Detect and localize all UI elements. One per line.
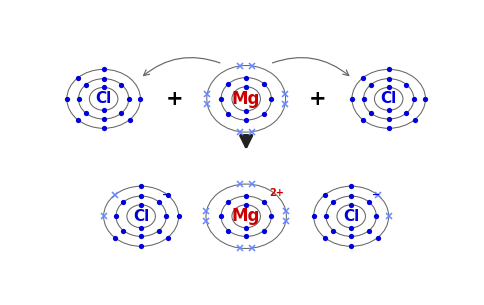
Text: Cl: Cl: [343, 209, 359, 224]
Text: Mg: Mg: [232, 207, 260, 225]
Text: Cl: Cl: [380, 91, 397, 106]
Text: +: +: [166, 89, 184, 109]
Text: Cl: Cl: [95, 91, 112, 106]
Text: Mg: Mg: [232, 90, 260, 108]
Text: 2+: 2+: [269, 188, 284, 198]
Text: Cl: Cl: [133, 209, 149, 224]
Text: −: −: [372, 190, 380, 200]
Text: +: +: [309, 89, 326, 109]
Text: −: −: [162, 190, 170, 200]
